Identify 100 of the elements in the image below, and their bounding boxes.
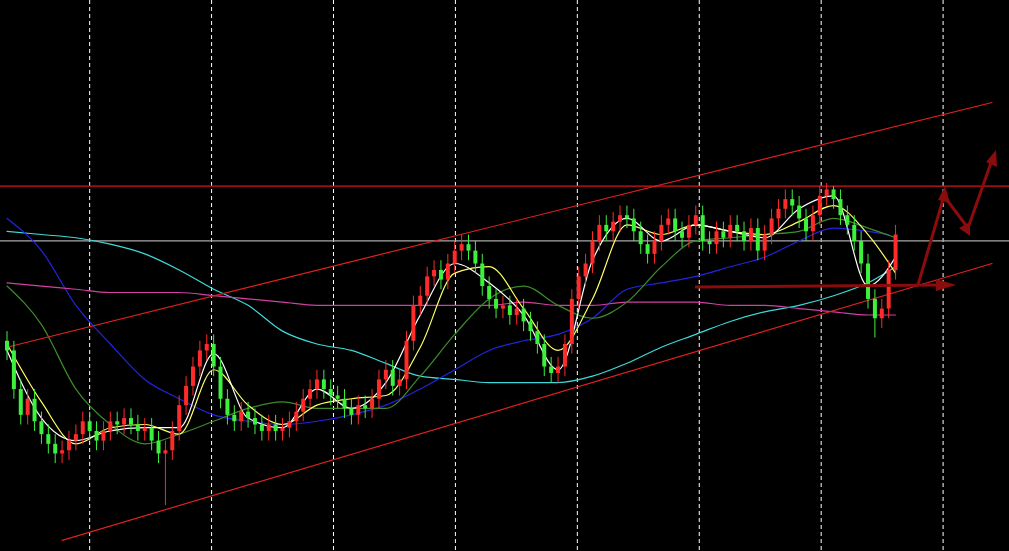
candlestick	[845, 205, 850, 236]
candlestick	[156, 430, 161, 464]
candlestick	[211, 333, 216, 377]
candlestick	[53, 433, 58, 464]
candlestick	[273, 414, 278, 442]
candlestick	[5, 330, 9, 361]
candlestick	[432, 259, 437, 287]
candlestick	[115, 411, 120, 435]
candlestick	[714, 221, 719, 255]
candlestick	[335, 385, 340, 409]
candlestick	[542, 333, 547, 377]
candlestick	[108, 411, 113, 442]
candlestick	[370, 388, 375, 419]
candlestick	[521, 298, 526, 332]
candlestick	[487, 275, 492, 310]
candlestick	[383, 359, 388, 390]
candlestick	[87, 411, 92, 442]
candlestick	[872, 288, 877, 339]
candlestick	[452, 240, 457, 274]
candlestick	[252, 407, 257, 435]
candlestick	[259, 414, 264, 442]
candlestick	[590, 230, 595, 274]
candlestick	[301, 388, 306, 422]
candlestick	[459, 234, 464, 261]
candlestick	[556, 356, 561, 384]
candlestick	[638, 221, 643, 255]
candlestick	[494, 288, 499, 319]
candlestick	[583, 253, 588, 287]
candlestick	[425, 266, 430, 306]
candlestick	[466, 234, 471, 261]
candlestick	[204, 333, 209, 361]
candlestick	[60, 440, 65, 464]
candlestick	[810, 205, 815, 242]
candlestick	[170, 420, 175, 461]
candlestick	[728, 214, 733, 248]
candlestick	[101, 420, 106, 451]
candlestick	[328, 378, 333, 406]
candlestick	[480, 253, 485, 297]
candlestick	[659, 214, 664, 252]
candlestick	[562, 333, 567, 377]
candlestick	[879, 298, 884, 329]
candlestick	[438, 259, 443, 290]
candlestick	[783, 188, 788, 219]
candlestick	[804, 208, 809, 242]
candlestick	[397, 369, 402, 397]
candlestick	[266, 414, 271, 442]
candlestick	[735, 214, 740, 242]
candlestick	[94, 420, 99, 451]
candlestick	[314, 369, 319, 400]
candlestick	[618, 205, 623, 232]
candlestick	[342, 388, 347, 419]
candlestick	[46, 424, 51, 454]
candlestick	[390, 359, 395, 397]
candlestick	[748, 217, 753, 252]
candlestick	[776, 198, 781, 229]
candlestick	[349, 398, 354, 425]
candlestick	[514, 298, 519, 326]
candlestick	[321, 369, 326, 400]
candlestick	[645, 234, 650, 264]
candlestick	[838, 188, 843, 226]
candlestick	[445, 253, 450, 290]
candlestick	[631, 208, 636, 242]
candlestick	[308, 378, 313, 409]
candlestick	[473, 240, 478, 274]
candlestick	[32, 388, 37, 432]
candlestick	[762, 224, 767, 261]
candlestick	[507, 295, 512, 326]
candlestick	[852, 214, 857, 252]
candlestick	[831, 185, 836, 210]
candlestick	[604, 214, 609, 242]
candlestick	[721, 221, 726, 248]
candlestick	[184, 375, 189, 416]
candlestick	[666, 208, 671, 236]
candlestick	[652, 230, 657, 264]
candlestick	[232, 404, 237, 432]
candlestick	[190, 356, 195, 397]
candlestick	[528, 311, 533, 342]
candlestick	[163, 440, 168, 506]
candlestick	[25, 388, 30, 425]
candlestick	[197, 340, 202, 377]
candlestick	[363, 395, 368, 419]
candlestick	[280, 417, 285, 442]
candlestick	[418, 285, 423, 316]
candlestick	[673, 208, 678, 242]
candlestick	[824, 182, 829, 207]
candlestick	[294, 401, 299, 432]
candlestick	[535, 320, 540, 355]
candlestick	[797, 195, 802, 229]
candlestick	[790, 188, 795, 216]
candlestick	[769, 208, 774, 245]
candlestick	[597, 214, 602, 252]
candlestick	[39, 411, 44, 445]
candlestick	[122, 407, 127, 435]
candlestick	[859, 230, 864, 274]
candlestick	[135, 414, 140, 442]
candlestick	[376, 369, 381, 409]
candlestick	[66, 430, 71, 461]
candlestick	[80, 411, 85, 445]
candlestick	[680, 221, 685, 248]
candlestick	[755, 217, 760, 261]
